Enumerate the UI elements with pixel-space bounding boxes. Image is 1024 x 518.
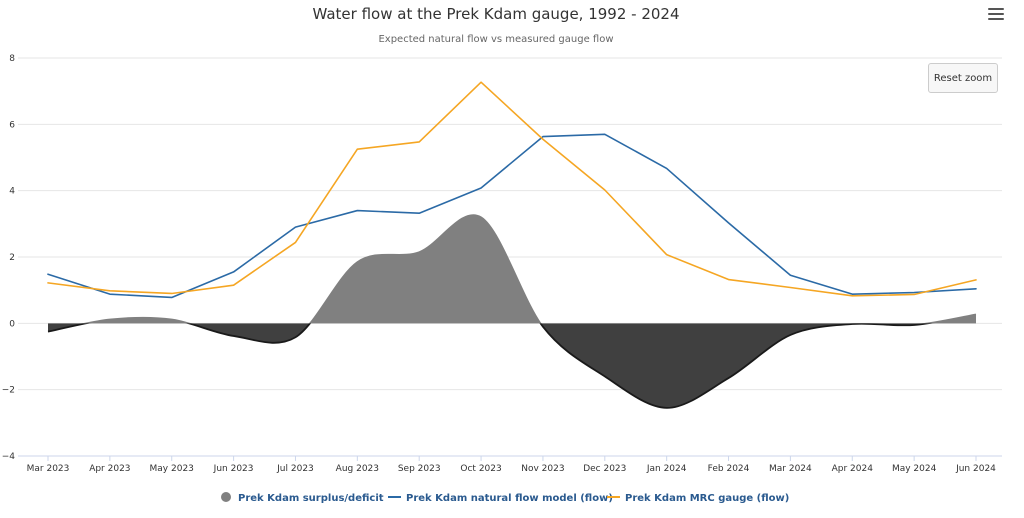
legend: Prek Kdam surplus/deficit Prek Kdam natu… (221, 492, 789, 504)
chart-subtitle: Expected natural flow vs measured gauge … (378, 34, 613, 45)
y-tick-label: −4 (2, 452, 16, 462)
deficit-area-fill (48, 323, 928, 408)
reset-zoom-button[interactable]: Reset zoom (928, 63, 998, 93)
x-tick-label: May 2024 (892, 464, 937, 474)
x-tick-label: Nov 2023 (521, 464, 564, 474)
x-tick-label: May 2023 (150, 464, 194, 474)
surplus-deficit-area (47, 214, 977, 409)
menu-bar (988, 8, 1004, 10)
chart-title: Water flow at the Prek Kdam gauge, 1992 … (312, 5, 679, 23)
y-tick-label: 6 (9, 120, 15, 130)
legend-marker-surplus-deficit (221, 492, 231, 502)
y-tick-label: −2 (2, 386, 15, 396)
legend-item-surplus-deficit[interactable]: Prek Kdam surplus/deficit (221, 492, 384, 504)
x-tick-label: Dec 2023 (583, 464, 626, 474)
x-tick-label: Aug 2023 (336, 464, 379, 474)
x-tick-label: Sep 2023 (398, 464, 441, 474)
menu-bar (988, 18, 1004, 20)
x-tick-label: Oct 2023 (460, 464, 501, 474)
menu-bar (988, 13, 1004, 15)
x-tick-label: Jan 2024 (646, 464, 687, 474)
surplus-area-fill (48, 215, 976, 324)
legend-label-surplus-deficit: Prek Kdam surplus/deficit (238, 493, 384, 504)
x-tick-label: Mar 2024 (769, 464, 812, 474)
y-tick-label: 8 (9, 54, 15, 64)
y-tick-label: 4 (9, 187, 15, 197)
legend-label-mrc-gauge: Prek Kdam MRC gauge (flow) (625, 493, 789, 504)
y-tick-label: 0 (9, 319, 15, 329)
legend-item-mrc-gauge[interactable]: Prek Kdam MRC gauge (flow) (607, 493, 789, 504)
surplus-deficit-line-positive (81, 214, 977, 324)
x-tick-label: Apr 2024 (832, 464, 874, 474)
flow-lines (47, 81, 977, 299)
x-tick-label: Jun 2023 (213, 464, 254, 474)
mrc-gauge-flow-line (47, 81, 977, 297)
x-axis: Mar 2023 Apr 2023 May 2023 Jun 2023 Jul 2023… (18, 455, 1002, 474)
legend-item-natural-flow[interactable]: Prek Kdam natural flow model (flow) (388, 493, 613, 504)
grid-lines (18, 57, 1002, 457)
x-tick-label: Jul 2023 (276, 464, 314, 474)
y-tick-label: 2 (9, 253, 15, 263)
x-tick-label: Feb 2024 (708, 464, 750, 474)
x-tick-label: Apr 2023 (89, 464, 130, 474)
y-axis-tick-labels: −4 −2 0 2 4 6 8 (2, 54, 16, 462)
x-tick-label: Mar 2023 (27, 464, 70, 474)
surplus-deficit-line-negative (47, 323, 934, 409)
legend-label-natural-flow: Prek Kdam natural flow model (flow) (406, 493, 613, 504)
hamburger-icon[interactable] (988, 8, 1004, 22)
x-tick-label: Jun 2024 (955, 464, 996, 474)
natural-flow-model-line (47, 133, 977, 299)
